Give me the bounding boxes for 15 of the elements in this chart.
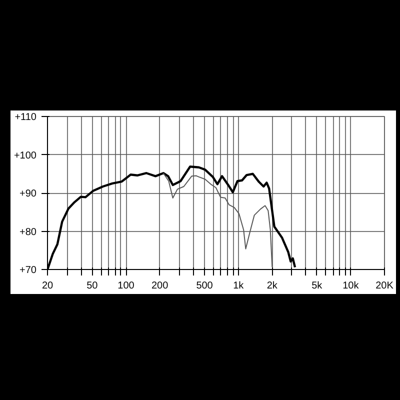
y-tick-label: +80 bbox=[20, 226, 37, 238]
x-tick-label: 2k bbox=[266, 280, 278, 292]
x-tick-label: 1k bbox=[233, 280, 245, 292]
y-tick-label: +70 bbox=[20, 265, 37, 276]
x-tick-label: 20K bbox=[376, 280, 394, 292]
y-tick-label: +100 bbox=[14, 150, 37, 162]
x-tick-label: 5k bbox=[312, 280, 324, 292]
x-tick-label: 10k bbox=[342, 280, 360, 292]
x-tick-label: 100 bbox=[118, 280, 135, 292]
y-tick-label: +110 bbox=[14, 112, 37, 123]
y-tick-label: +90 bbox=[20, 188, 37, 200]
x-tick-label: 500 bbox=[196, 280, 214, 292]
x-tick-label: 50 bbox=[86, 280, 98, 292]
x-tick-label: 200 bbox=[151, 280, 169, 292]
x-tick-label: 20 bbox=[42, 280, 54, 292]
